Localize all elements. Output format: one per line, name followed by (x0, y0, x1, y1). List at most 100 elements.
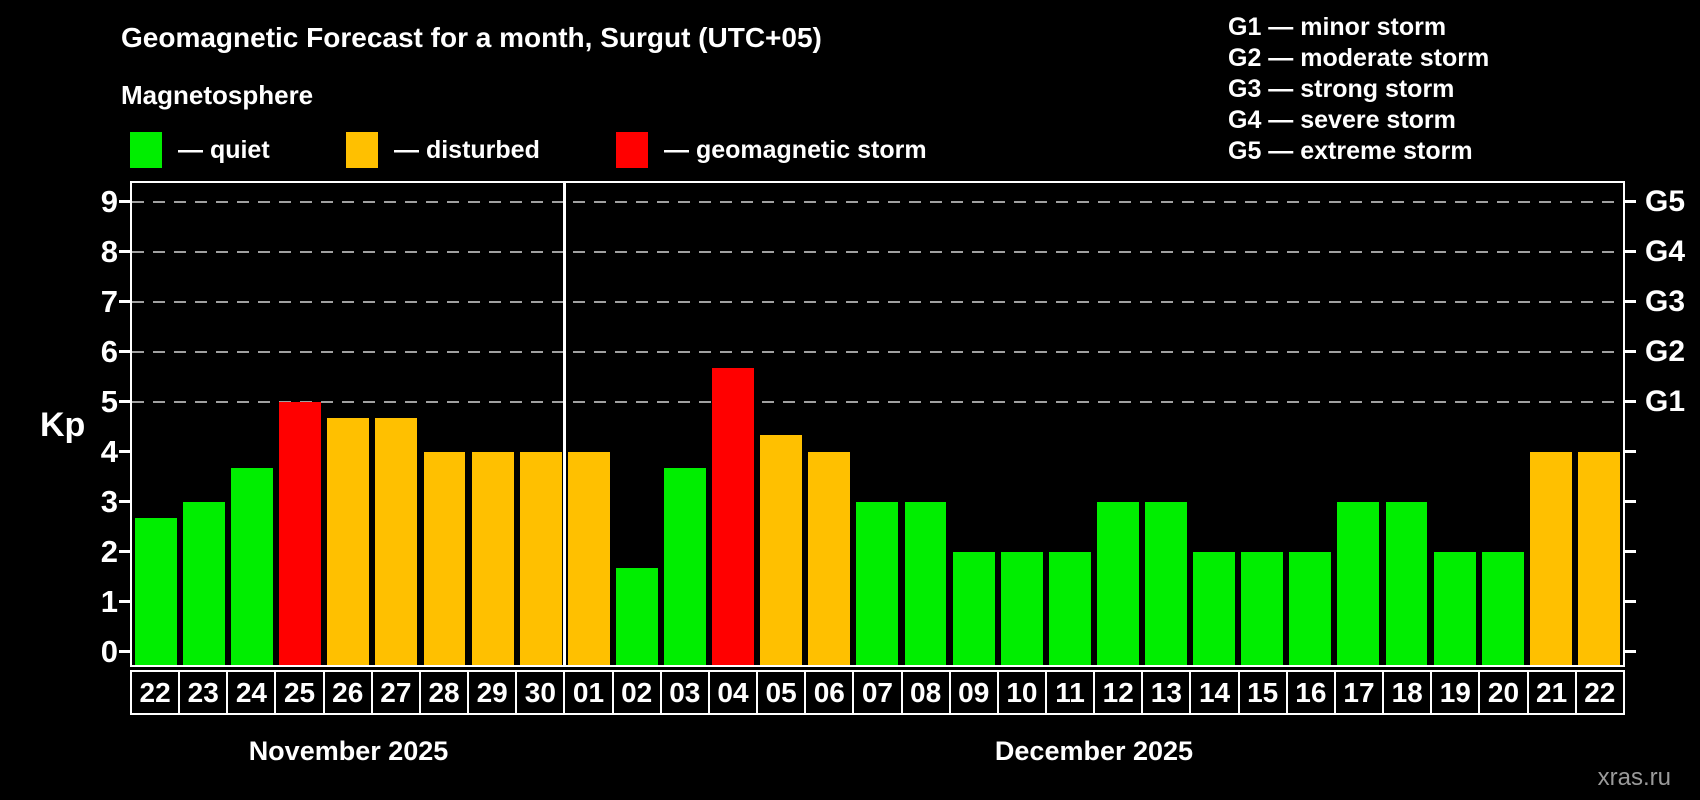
legend-storm-label: — geomagnetic storm (664, 135, 927, 164)
kp-bar-27 (375, 418, 418, 665)
day-label-14: 14 (1191, 672, 1240, 713)
month-label-november: November 2025 (248, 736, 449, 766)
day-label-28: 28 (421, 672, 470, 713)
day-label-05: 05 (758, 672, 807, 713)
legend-disturbed-label: — disturbed (394, 135, 540, 164)
kp-bar-21 (1529, 451, 1572, 665)
left-tick-3 (119, 500, 130, 504)
gridline-kp7 (132, 300, 1623, 303)
kp-bar-09 (952, 551, 995, 665)
kp-bar-20 (1481, 551, 1524, 665)
right-tick-9 (1625, 200, 1636, 204)
kp-bar-11 (1048, 551, 1091, 665)
plot-area-frame (130, 181, 1625, 667)
kp-bar-19 (1433, 551, 1476, 665)
legend-item-disturbed: — disturbed (346, 131, 540, 169)
left-tick-5 (119, 400, 130, 404)
day-label-09: 09 (951, 672, 999, 713)
kp-bar-23 (183, 501, 225, 665)
kp-bar-03 (664, 468, 706, 665)
kp-bar-30 (519, 451, 562, 665)
kp-bar-22 (135, 518, 177, 665)
kp-bar-28 (423, 451, 466, 665)
left-tick-1 (119, 600, 130, 604)
right-tick-8 (1625, 250, 1636, 254)
left-tick-4 (119, 450, 130, 454)
kp-bar-24 (231, 468, 274, 665)
day-label-12: 12 (1095, 672, 1144, 713)
y-tick-label-2: 2 (100, 533, 118, 569)
kp-bar-17 (1337, 501, 1380, 665)
y-axis-title: Kp (40, 406, 86, 444)
day-label-04: 04 (710, 672, 759, 713)
gridline-kp5 (132, 400, 1623, 403)
left-tick-2 (119, 550, 130, 554)
page-title: Geomagnetic Forecast for a month, Surgut… (121, 22, 822, 53)
kp-bar-10 (1000, 551, 1043, 665)
g4-legend-line: G4 — severe storm (1228, 106, 1456, 134)
month-label-december: December 2025 (994, 736, 1194, 766)
g2-legend-line: G2 — moderate storm (1228, 44, 1490, 72)
day-label-17: 17 (1336, 672, 1385, 713)
legend-quiet-label: — quiet (178, 135, 270, 164)
quiet-color-swatch (130, 132, 162, 168)
kp-bar-04 (712, 368, 755, 665)
day-label-25: 25 (276, 672, 325, 713)
y-tick-label-8: 8 (100, 233, 118, 269)
day-label-23: 23 (180, 672, 229, 713)
left-tick-8 (119, 250, 130, 254)
kp-bar-08 (904, 501, 947, 665)
kp-bar-13 (1145, 501, 1187, 665)
day-label-20: 20 (1480, 672, 1529, 713)
storm-scale-legend: G1 — minor storm G2 — moderate storm G3 … (1228, 12, 1489, 167)
day-label-22: 22 (1584, 676, 1616, 708)
day-label-18: 18 (1384, 672, 1433, 713)
y-tick-label-5: 5 (100, 383, 118, 419)
x-axis-day-labels: 22 23 24 25 26 27 28 29 30 01 02 03 04 05 06 07 08 09 10 11… (130, 670, 1625, 715)
day-label-21: 21 (1529, 672, 1577, 713)
day-label-15: 15 (1240, 672, 1288, 713)
right-tick-3 (1625, 500, 1636, 504)
y-tick-label-4: 4 (100, 433, 118, 469)
y-tick-label-1: 1 (100, 583, 118, 619)
y-tick-label-9: 9 (100, 183, 118, 219)
day-label-13: 13 (1143, 672, 1192, 713)
day-label-08: 08 (903, 672, 951, 713)
kp-bar-06 (808, 451, 851, 665)
day-label-19: 19 (1432, 672, 1481, 713)
g5-legend-line: G5 — extreme storm (1228, 137, 1473, 165)
kp-bar-07 (856, 501, 899, 665)
day-label-27: 27 (373, 672, 421, 713)
day-label-26: 26 (325, 672, 373, 713)
day-label-06: 06 (806, 672, 855, 713)
kp-bar-26 (327, 418, 370, 665)
g-level-label-g4: G4 (1645, 234, 1686, 268)
left-tick-9 (119, 200, 130, 204)
day-label-30: 30 (517, 672, 566, 713)
day-label-03: 03 (662, 672, 710, 713)
gridline-kp8 (132, 250, 1623, 253)
day-label-16: 16 (1288, 672, 1336, 713)
y-tick-label-6: 6 (100, 333, 118, 369)
right-tick-1 (1625, 600, 1636, 604)
left-tick-7 (119, 300, 130, 304)
right-tick-7 (1625, 300, 1636, 304)
chart-subtitle: Magnetosphere (121, 80, 314, 110)
g-level-label-g3: G3 (1645, 284, 1686, 318)
day-label-10: 10 (999, 672, 1047, 713)
day-label-29: 29 (469, 672, 518, 713)
right-tick-0 (1625, 650, 1636, 654)
right-tick-6 (1625, 350, 1636, 354)
kp-bar-15 (1241, 551, 1284, 665)
day-label-07: 07 (854, 672, 903, 713)
right-tick-2 (1625, 550, 1636, 554)
day-label-01: 01 (565, 672, 614, 713)
kp-bar-16 (1289, 551, 1332, 665)
kp-bar-01 (567, 451, 610, 665)
kp-bar-14 (1193, 551, 1236, 665)
kp-bar-22 (1577, 451, 1620, 665)
y-tick-label-0: 0 (100, 633, 118, 669)
month-separator-line (563, 183, 567, 665)
y-tick-label-7: 7 (100, 283, 118, 319)
